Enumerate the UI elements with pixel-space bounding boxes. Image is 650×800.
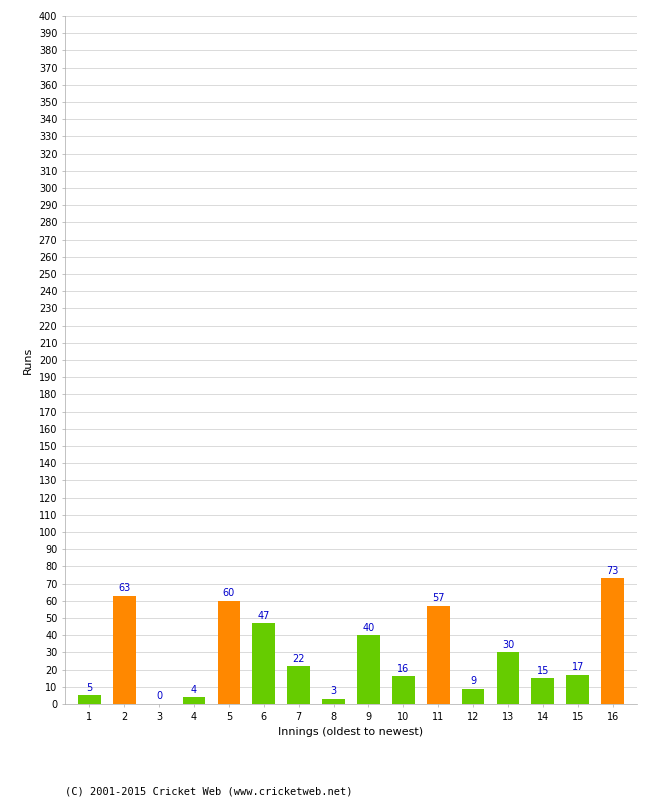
Text: 30: 30 [502, 640, 514, 650]
Bar [427, 606, 450, 704]
Bar [601, 578, 624, 704]
Bar [497, 653, 519, 704]
Bar [287, 666, 310, 704]
Text: 57: 57 [432, 594, 445, 603]
Bar [566, 674, 589, 704]
Bar [357, 635, 380, 704]
Bar [78, 695, 101, 704]
Bar [322, 699, 345, 704]
Text: 9: 9 [470, 676, 476, 686]
Bar [532, 678, 554, 704]
Text: 40: 40 [362, 622, 374, 633]
Bar [218, 601, 240, 704]
Y-axis label: Runs: Runs [23, 346, 33, 374]
Text: 0: 0 [156, 691, 162, 702]
Text: 16: 16 [397, 664, 410, 674]
Bar [392, 677, 415, 704]
Text: 5: 5 [86, 683, 92, 693]
Bar [252, 623, 275, 704]
Text: 60: 60 [223, 588, 235, 598]
Text: 4: 4 [191, 685, 197, 694]
Bar [113, 596, 136, 704]
Bar [183, 697, 205, 704]
Text: 63: 63 [118, 583, 131, 593]
Text: (C) 2001-2015 Cricket Web (www.cricketweb.net): (C) 2001-2015 Cricket Web (www.cricketwe… [65, 786, 352, 796]
Text: 3: 3 [330, 686, 337, 696]
Text: 17: 17 [571, 662, 584, 672]
X-axis label: Innings (oldest to newest): Innings (oldest to newest) [278, 727, 424, 737]
Text: 15: 15 [537, 666, 549, 676]
Text: 47: 47 [257, 610, 270, 621]
Text: 73: 73 [606, 566, 619, 576]
Bar [462, 689, 484, 704]
Text: 22: 22 [292, 654, 305, 663]
